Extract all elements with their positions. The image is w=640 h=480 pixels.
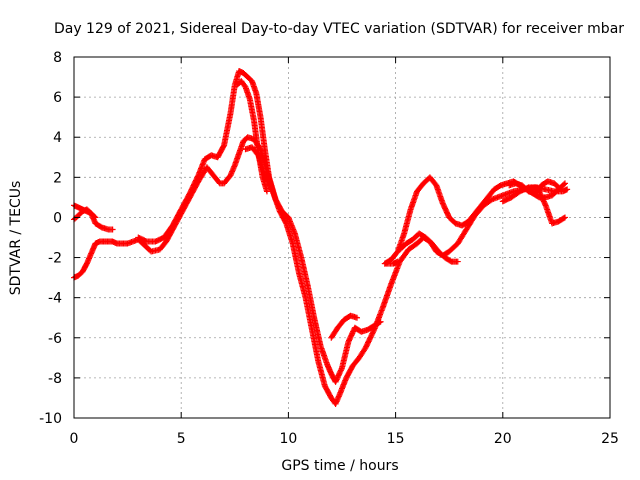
x-tick-label: 25: [601, 431, 619, 447]
data-points: [71, 68, 571, 407]
series-7: [328, 312, 361, 341]
data-point: [560, 181, 567, 188]
data-point: [354, 314, 361, 321]
series-3: [71, 206, 99, 223]
data-point: [376, 319, 383, 326]
data-point: [109, 226, 116, 233]
series-1: [71, 134, 571, 407]
data-point: [454, 258, 461, 265]
axis-ticks: 0 5 10 15 20 25 -10 -8 -6 -4 -2 0 2 4 6 8: [39, 50, 619, 447]
y-tick-label: -4: [48, 291, 62, 307]
data-point: [91, 213, 98, 220]
x-axis-label: GPS time / hours: [281, 458, 398, 474]
y-axis-label: SDTVAR / TECUs: [8, 181, 24, 296]
y-tick-label: 0: [53, 210, 62, 226]
x-tick-label: 15: [387, 431, 405, 447]
data-point: [263, 188, 270, 195]
plot-frame: [73, 56, 611, 419]
series-10: [381, 258, 401, 267]
y-tick-label: 4: [53, 130, 62, 146]
series-12: [506, 178, 564, 197]
data-point: [560, 215, 567, 222]
y-tick-label: 2: [53, 170, 62, 186]
x-tick-label: 10: [279, 431, 297, 447]
series-5: [233, 78, 270, 195]
y-tick-label: -10: [39, 411, 62, 427]
data-point: [194, 173, 201, 180]
data-point: [268, 186, 275, 193]
data-point: [220, 143, 227, 150]
data-point: [564, 186, 571, 193]
chart-title: Day 129 of 2021, Sidereal Day-to-day VTE…: [54, 21, 624, 37]
data-point: [377, 318, 384, 325]
grid: [74, 57, 610, 418]
series-9: [396, 230, 461, 265]
data-point: [92, 214, 99, 221]
x-tick-label: 5: [177, 431, 186, 447]
y-tick-label: -8: [48, 371, 62, 387]
x-tick-label: 20: [494, 431, 512, 447]
data-point: [556, 185, 563, 192]
y-tick-label: 6: [53, 90, 62, 106]
series-4: [135, 68, 384, 385]
data-point: [394, 258, 401, 265]
y-tick-label: -2: [48, 251, 62, 267]
data-point: [557, 186, 564, 193]
x-tick-label: 0: [70, 431, 79, 447]
data-point: [542, 201, 549, 208]
y-tick-label: 8: [53, 50, 62, 66]
y-tick-label: -6: [48, 331, 62, 347]
series-6: [242, 144, 275, 193]
data-point: [561, 214, 568, 221]
data-point: [561, 180, 568, 187]
